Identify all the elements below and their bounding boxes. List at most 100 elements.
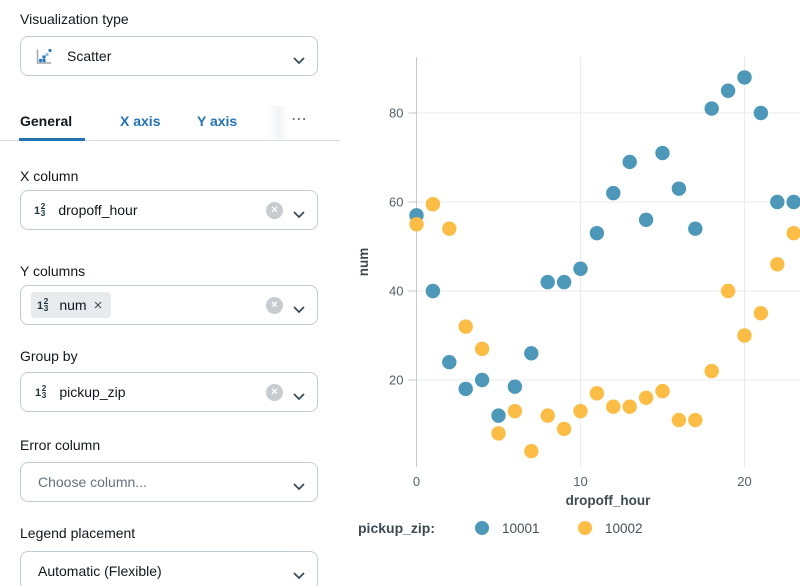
y-tick-label: 20	[389, 373, 403, 388]
remove-chip-icon[interactable]: ×	[93, 296, 103, 314]
clear-selection-icon[interactable]: ×	[266, 383, 283, 401]
active-tab-underline	[19, 138, 85, 141]
scatter-plot-canvas: 20 40 60 80 0 10 20 num dropoff_hour pickup_zip: 1…	[356, 57, 800, 536]
data-point	[704, 101, 719, 116]
y-tick-label: 40	[389, 284, 403, 299]
data-point	[491, 426, 506, 441]
y-columns-label: Y columns	[20, 263, 86, 279]
viz-type-value: Scatter	[67, 48, 112, 64]
data-point	[786, 194, 800, 210]
viz-type-select[interactable]: Scatter	[20, 36, 318, 76]
legend-swatch	[475, 521, 489, 535]
data-point	[556, 274, 572, 290]
legend-swatch	[578, 521, 592, 535]
data-point	[655, 145, 670, 161]
y-axis-title: num	[356, 248, 371, 277]
data-point	[442, 355, 457, 370]
series-10001	[409, 70, 800, 423]
data-point	[556, 421, 572, 437]
chevron-down-icon	[293, 478, 305, 491]
legend-placement-value: Automatic (Flexible)	[38, 563, 162, 579]
data-point	[720, 83, 736, 98]
data-point	[753, 306, 769, 321]
tab-y-axis[interactable]: Y axis	[197, 113, 238, 129]
data-point	[753, 105, 769, 121]
data-point	[458, 319, 473, 334]
data-point	[474, 341, 490, 357]
data-point	[671, 412, 687, 428]
y-tick-label: 80	[389, 106, 403, 121]
legend-placement-label: Legend placement	[20, 525, 136, 541]
x-axis-title: dropoff_hour	[566, 493, 651, 508]
tab-general[interactable]: General	[20, 113, 73, 129]
y-column-chip-value: num	[59, 297, 87, 313]
chevron-down-icon	[293, 206, 305, 219]
data-point	[540, 274, 555, 290]
chevron-down-icon	[293, 52, 305, 65]
group-by-value: pickup_zip	[59, 384, 126, 400]
legend-label: 10001	[502, 521, 540, 536]
data-point	[688, 412, 703, 428]
data-point	[507, 379, 523, 394]
tab-overflow-button[interactable]: ⋯	[291, 111, 308, 128]
chevron-down-icon	[293, 567, 305, 580]
data-point	[770, 257, 785, 272]
data-point	[638, 390, 654, 405]
data-point	[409, 217, 424, 232]
data-point	[540, 408, 555, 423]
data-point	[573, 261, 588, 276]
data-point	[737, 328, 752, 343]
viz-type-label: Visualization type	[20, 11, 129, 27]
clear-selection-icon[interactable]: ×	[266, 296, 283, 314]
legend-entry-10002[interactable]: 10002	[578, 521, 643, 536]
data-point	[737, 70, 752, 85]
data-point	[655, 383, 670, 399]
data-point	[622, 399, 637, 414]
tab-scroll-fade	[266, 106, 288, 139]
legend-placement-select[interactable]: Automatic (Flexible)	[20, 551, 318, 586]
data-point	[524, 346, 539, 361]
data-point	[589, 386, 605, 401]
group-by-label: Group by	[20, 348, 78, 364]
data-point	[425, 197, 441, 212]
data-point	[507, 403, 523, 419]
legend-label: 10002	[605, 521, 643, 536]
data-point	[720, 283, 736, 299]
data-point	[425, 283, 441, 299]
x-column-label: X column	[20, 168, 79, 184]
data-point	[786, 225, 800, 241]
data-point	[458, 381, 473, 397]
clear-selection-icon[interactable]: ×	[266, 201, 283, 219]
scatter-plot: 20 40 60 80 0 10 20 num dropoff_hour pickup_zip: 1…	[340, 0, 800, 586]
y-tick-label: 60	[389, 195, 403, 210]
data-point	[606, 399, 621, 414]
data-point	[770, 194, 785, 210]
data-point	[442, 221, 457, 236]
data-point	[524, 444, 539, 459]
tab-x-axis[interactable]: X axis	[120, 113, 161, 129]
data-point	[622, 154, 637, 170]
x-column-value: dropoff_hour	[58, 202, 138, 218]
data-point	[688, 221, 703, 236]
chevron-down-icon	[293, 301, 305, 314]
series-10002	[409, 197, 800, 459]
legend-entry-10001[interactable]: 10001	[475, 521, 540, 536]
data-point	[704, 363, 719, 379]
error-column-select[interactable]: Choose column...	[20, 462, 318, 502]
chart-config-panel: Visualization type Scatter General X axi…	[0, 0, 340, 586]
scatter-chart-icon	[33, 46, 54, 67]
data-point	[491, 408, 506, 423]
data-point	[474, 372, 490, 388]
data-point	[671, 181, 687, 196]
config-tab-bar: General X axis Y axis ⋯	[0, 106, 340, 141]
x-tick-label: 0	[413, 474, 420, 489]
x-tick-label: 10	[573, 474, 587, 489]
